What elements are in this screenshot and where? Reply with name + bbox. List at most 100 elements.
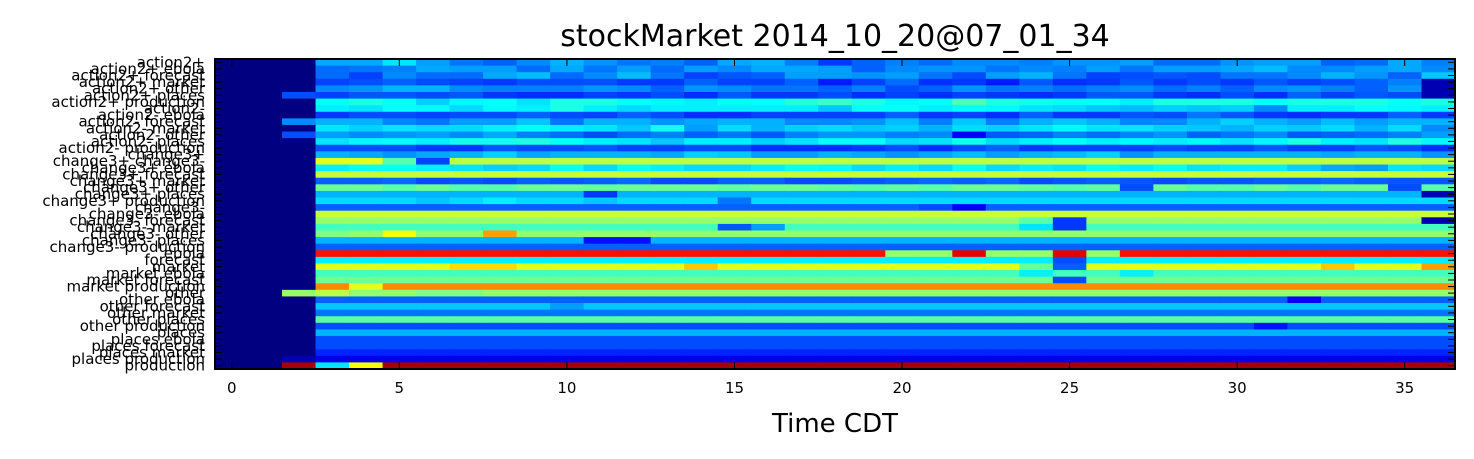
heatmap-cell xyxy=(1287,270,1322,278)
heatmap-cell xyxy=(349,210,384,218)
heatmap-cell xyxy=(449,250,484,258)
heatmap-cell xyxy=(1086,164,1121,172)
heatmap-cell xyxy=(650,204,685,212)
heatmap-cell xyxy=(1119,316,1154,324)
heatmap-cell xyxy=(282,322,317,331)
heatmap-cell xyxy=(1186,118,1221,126)
heatmap-cell xyxy=(583,118,618,126)
heatmap-cell xyxy=(684,124,719,133)
heatmap-cell xyxy=(1421,144,1456,152)
heatmap-cell xyxy=(483,111,518,119)
heatmap-cell xyxy=(1253,131,1289,139)
heatmap-cell xyxy=(382,296,417,304)
heatmap-cell xyxy=(315,362,350,370)
heatmap-cell xyxy=(1186,217,1221,225)
heatmap-cell xyxy=(516,270,551,278)
heatmap-cell xyxy=(650,210,685,218)
heatmap-cell xyxy=(1153,204,1188,212)
heatmap-cell xyxy=(851,355,886,364)
heatmap-cell xyxy=(1253,111,1289,119)
heatmap-cell xyxy=(550,276,585,284)
heatmap-cell xyxy=(1387,223,1423,232)
heatmap-cell xyxy=(617,111,652,119)
heatmap-cell xyxy=(416,322,451,331)
heatmap-cell xyxy=(617,243,652,251)
heatmap-cell xyxy=(1253,316,1289,324)
heatmap-cell xyxy=(1287,223,1322,232)
heatmap-cell xyxy=(1119,303,1154,311)
heatmap-cell xyxy=(1019,98,1054,106)
heatmap-cell xyxy=(617,124,652,133)
heatmap-cell xyxy=(1186,223,1221,232)
heatmap-cell xyxy=(1153,210,1188,218)
heatmap-cell xyxy=(349,336,384,344)
heatmap-cell xyxy=(918,190,953,199)
heatmap-cell xyxy=(1019,144,1054,152)
heatmap-cell xyxy=(349,250,384,258)
heatmap-cell xyxy=(215,223,250,232)
heatmap-cell xyxy=(382,270,417,278)
heatmap-cell xyxy=(550,303,585,311)
heatmap-cell xyxy=(1320,171,1356,179)
heatmap-cell xyxy=(349,342,384,350)
heatmap-cell xyxy=(1387,243,1423,251)
heatmap-cell xyxy=(282,296,317,304)
heatmap-cell xyxy=(650,171,685,179)
heatmap-cell xyxy=(818,243,853,251)
heatmap-cell xyxy=(1052,184,1087,192)
heatmap-cell xyxy=(1019,171,1054,179)
heatmap-cell xyxy=(885,223,920,232)
heatmap-cell xyxy=(1153,184,1188,192)
heatmap-cell xyxy=(315,289,350,298)
heatmap-cell xyxy=(650,118,685,126)
heatmap-cell xyxy=(617,190,652,199)
heatmap-cell xyxy=(1220,270,1255,278)
heatmap-cell xyxy=(215,78,250,86)
heatmap-cell xyxy=(885,276,920,284)
heatmap-cell xyxy=(315,78,350,86)
heatmap-cell xyxy=(1421,177,1456,185)
heatmap-cell xyxy=(617,177,652,185)
heatmap-cell xyxy=(1153,65,1188,73)
heatmap-cell xyxy=(315,316,350,324)
heatmap-cell xyxy=(483,78,518,86)
heatmap-cell xyxy=(1354,217,1389,225)
heatmap-cell xyxy=(851,276,886,284)
heatmap-cell xyxy=(650,111,685,119)
heatmap-cell xyxy=(1019,190,1054,199)
heatmap-cell xyxy=(550,98,585,106)
heatmap-cell xyxy=(1421,296,1456,304)
heatmap-cell xyxy=(282,59,317,67)
heatmap-cell xyxy=(1320,355,1356,364)
heatmap-cell xyxy=(583,171,618,179)
heatmap-cell xyxy=(1354,151,1389,159)
heatmap-cell xyxy=(885,171,920,179)
heatmap-cell xyxy=(1052,171,1087,179)
heatmap-cell xyxy=(650,309,685,317)
heatmap-cell xyxy=(1320,91,1356,100)
heatmap-cell xyxy=(1119,197,1154,205)
heatmap-cell xyxy=(1421,362,1456,370)
heatmap-cell xyxy=(918,111,953,119)
heatmap-cell xyxy=(382,118,417,126)
heatmap-cell xyxy=(382,190,417,199)
y-tick-label: change3+ change3- xyxy=(53,152,205,170)
heatmap-cell xyxy=(617,184,652,192)
heatmap-cell xyxy=(583,138,618,146)
heatmap-cell xyxy=(583,184,618,192)
heatmap-cell xyxy=(1354,270,1389,278)
heatmap-cell xyxy=(382,177,417,185)
heatmap-cell xyxy=(215,336,250,344)
heatmap-cell xyxy=(784,105,819,113)
heatmap-cell xyxy=(784,217,819,225)
heatmap-cell xyxy=(1119,342,1154,350)
heatmap-cell xyxy=(583,250,618,258)
heatmap-cell xyxy=(784,65,819,73)
heatmap-cell xyxy=(985,171,1020,179)
heatmap-cell xyxy=(1253,78,1289,86)
heatmap-cell xyxy=(349,230,384,238)
heatmap-cell xyxy=(784,111,819,119)
heatmap-cell xyxy=(215,230,250,238)
heatmap-cell xyxy=(550,223,585,232)
heatmap-cell xyxy=(282,98,317,106)
